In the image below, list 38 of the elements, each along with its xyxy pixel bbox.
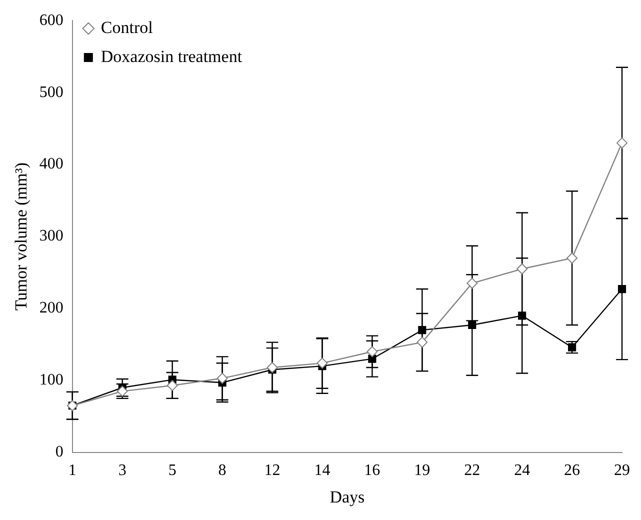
legend-label: Doxazosin treatment (100, 46, 242, 66)
x-axis-title: Days (330, 487, 365, 506)
point (468, 320, 476, 330)
point (316, 358, 328, 369)
point (368, 354, 376, 363)
x-tick-label: 24 (514, 462, 530, 480)
x-tick-label: 5 (168, 462, 176, 480)
x-tick-label: 29 (614, 462, 630, 480)
point (516, 263, 528, 274)
point (618, 285, 626, 294)
legend-label: Control (100, 18, 154, 37)
y-axis-title: Tumor volume (mm³) (12, 162, 31, 311)
x-tick-label: 1 (68, 462, 76, 480)
point (616, 137, 628, 148)
point (466, 278, 478, 289)
point (566, 252, 578, 264)
y-tick-label: 100 (39, 372, 64, 389)
point (518, 312, 526, 320)
x-tick-label: 8 (218, 462, 226, 480)
point (166, 380, 178, 391)
y-tick-label: 500 (39, 84, 64, 101)
x-tick-label: 16 (364, 462, 380, 480)
point (216, 372, 228, 384)
y-tick-label: 0 (55, 444, 64, 461)
x-tick-label: 3 (118, 462, 126, 480)
y-tick-label: 200 (39, 300, 64, 317)
x-tick-label: 22 (464, 462, 480, 480)
x-tick-label: 12 (264, 462, 280, 480)
y-tick-label: 300 (39, 228, 64, 245)
point (366, 346, 378, 358)
y-tick-label: 400 (39, 156, 64, 173)
point (416, 336, 428, 348)
y-tick-label: 600 (39, 12, 64, 29)
x-tick-label: 19 (414, 462, 430, 480)
point (266, 362, 278, 373)
x-tick-label: 26 (564, 462, 580, 480)
x-tick-label: 14 (314, 462, 330, 480)
point (418, 326, 426, 334)
